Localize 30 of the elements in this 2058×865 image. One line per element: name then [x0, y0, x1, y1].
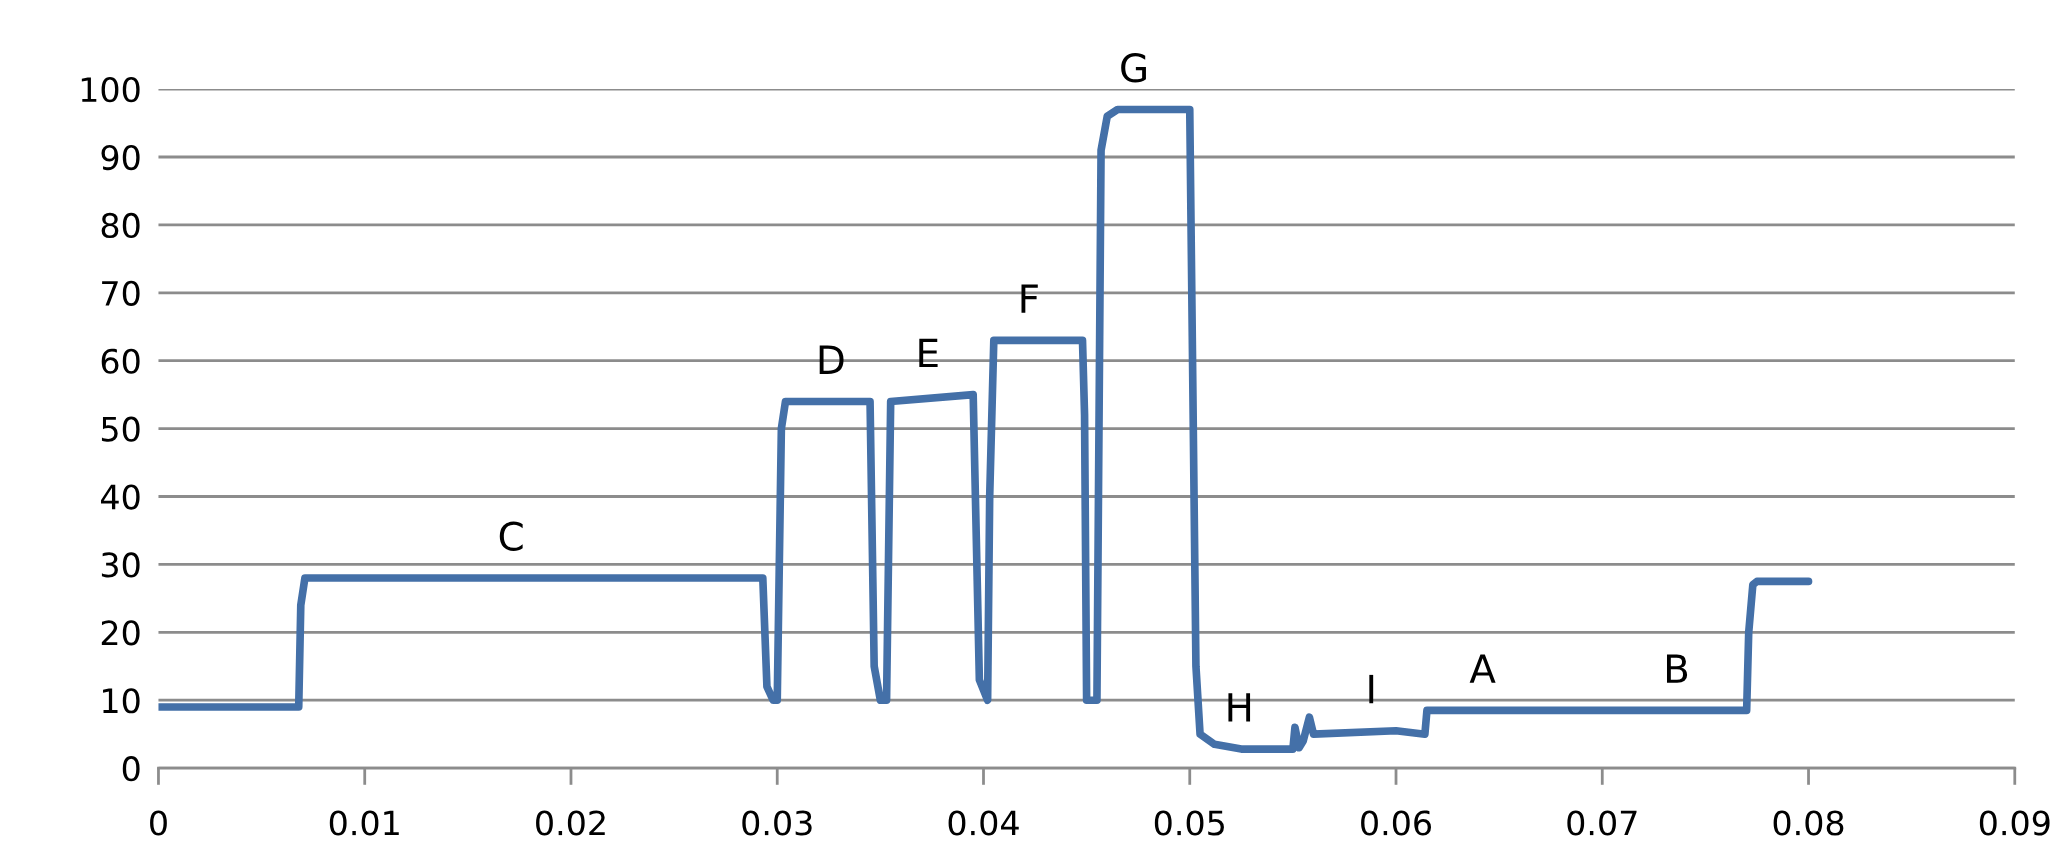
annotation: F: [1021, 284, 1038, 313]
x-tick-label: 0.01: [329, 810, 399, 836]
x-tick-label: 0.06: [1361, 810, 1432, 836]
annotation: I: [1369, 674, 1374, 704]
annotation: E: [919, 338, 938, 368]
x-tick-label: 0: [150, 810, 167, 836]
y-tick-label: 10: [103, 688, 140, 714]
y-tick-label: 30: [101, 552, 140, 578]
y-tick-label: 50: [101, 416, 140, 442]
x-tick-label: 0.02: [536, 810, 605, 836]
x-tick-label: 0.04: [948, 810, 1019, 836]
annotation: G: [1121, 53, 1146, 83]
x-tick-label: 0.05: [1154, 810, 1224, 836]
y-tick-label: 100: [81, 77, 140, 103]
y-tick-label: 60: [101, 348, 140, 374]
x-tick-label: 0.07: [1567, 810, 1637, 836]
y-tick-label: 90: [101, 144, 140, 171]
y-tick-label: 0: [122, 756, 140, 782]
annotation: A: [1469, 654, 1496, 683]
annotation: D: [819, 345, 844, 374]
y-tick-label: 70: [102, 280, 140, 306]
y-tick-label: 80: [101, 212, 140, 239]
y-tick-label: 40: [101, 484, 140, 510]
x-tick-label: 0.03: [742, 810, 812, 836]
annotation: B: [1667, 654, 1688, 683]
x-tick-label: 0.09: [1979, 810, 2050, 836]
y-tick-label: 20: [101, 620, 140, 646]
annotation: C: [499, 521, 523, 552]
x-tick-label: 0.08: [1773, 810, 1844, 836]
annotation: H: [1228, 693, 1251, 722]
